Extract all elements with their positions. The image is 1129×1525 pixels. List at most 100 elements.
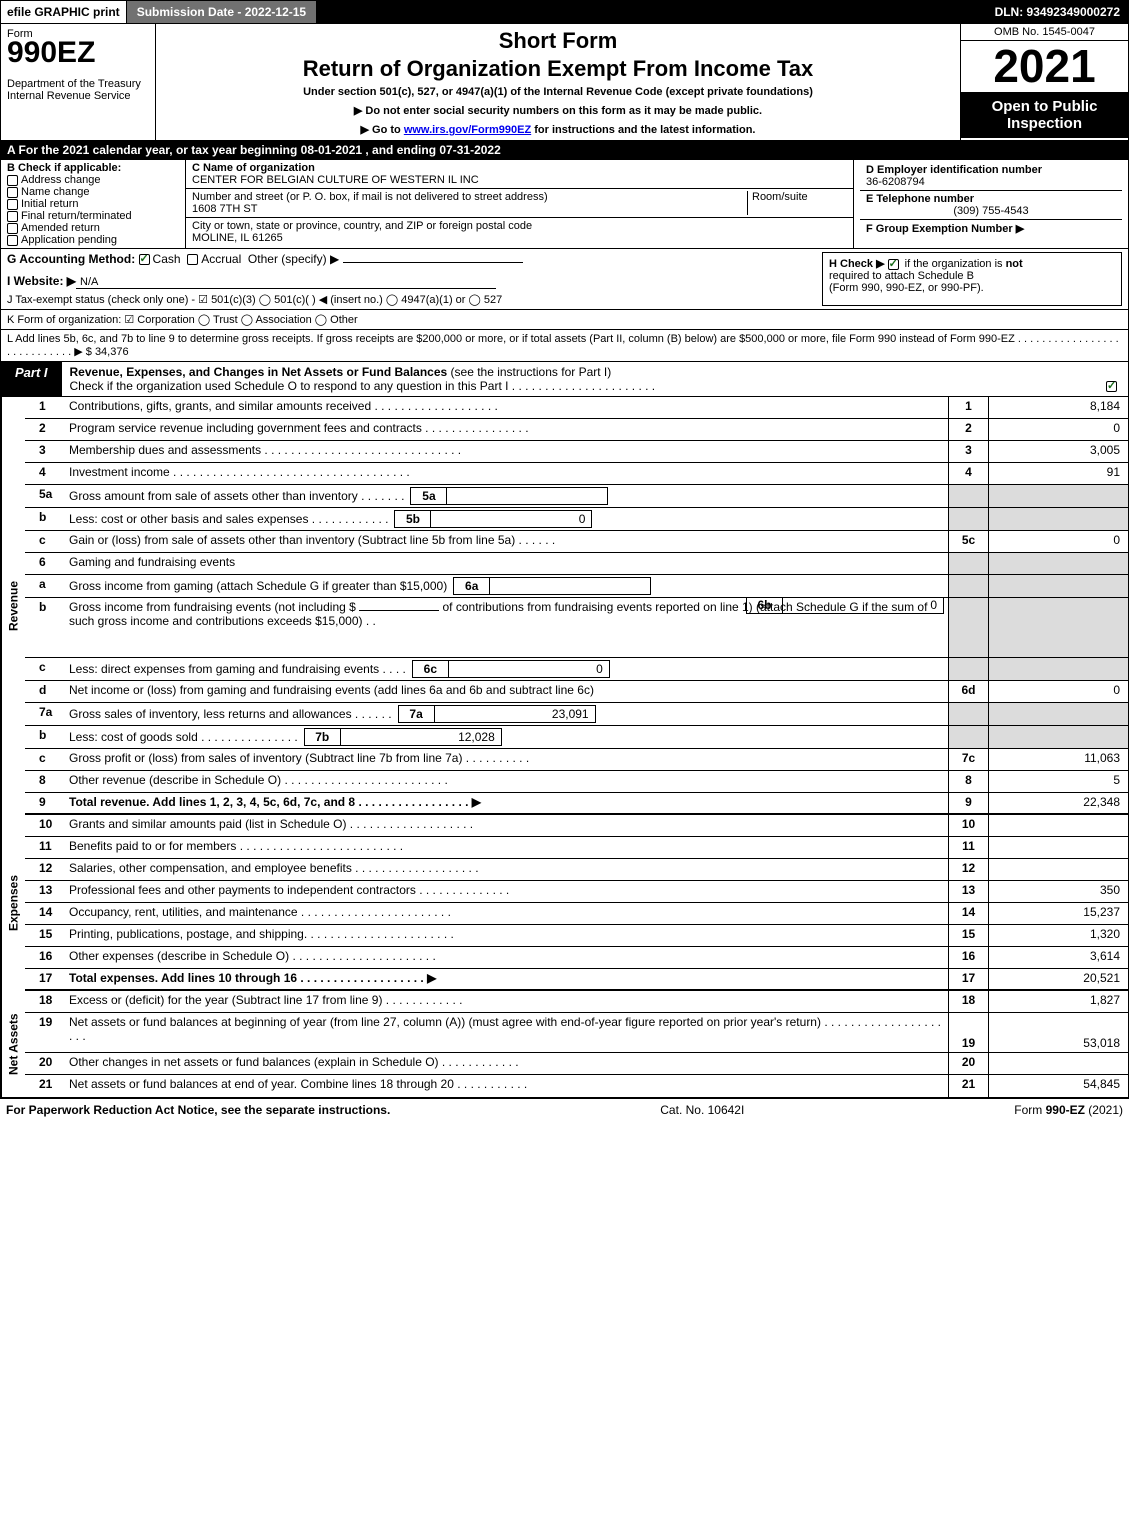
goto-link[interactable]: www.irs.gov/Form990EZ bbox=[404, 124, 531, 136]
l-value: 34,376 bbox=[95, 346, 129, 358]
section-c: C Name of organization CENTER FOR BELGIA… bbox=[186, 160, 853, 248]
ln-21-desc: Net assets or fund balances at end of ye… bbox=[65, 1075, 948, 1097]
check-schedule-o[interactable] bbox=[1106, 381, 1117, 392]
ln-3-desc: Membership dues and assessments . . . . … bbox=[65, 441, 948, 462]
ib-6a-num: 6a bbox=[454, 578, 490, 594]
ib-5b-num: 5b bbox=[395, 511, 431, 527]
submission-date: Submission Date - 2022-12-15 bbox=[127, 1, 317, 23]
check-accrual[interactable] bbox=[187, 254, 198, 265]
ln-7b-rn bbox=[948, 726, 988, 748]
ib-7a-num: 7a bbox=[399, 706, 435, 722]
ln-5c-rv: 0 bbox=[988, 531, 1128, 552]
ln-7a-num: 7a bbox=[25, 703, 65, 725]
ln-6b-rn bbox=[948, 598, 988, 657]
h-label: H Check ▶ bbox=[829, 258, 885, 270]
opt-name-change: Name change bbox=[21, 186, 90, 198]
ln-6b-desc: Gross income from fundraising events (no… bbox=[65, 598, 948, 657]
ln-3-rn: 3 bbox=[948, 441, 988, 462]
ln-14-rv: 15,237 bbox=[988, 903, 1128, 924]
ln-17-rv: 20,521 bbox=[988, 969, 1128, 989]
ln-15-desc: Printing, publications, postage, and shi… bbox=[65, 925, 948, 946]
ln-6b-blank[interactable] bbox=[359, 610, 439, 611]
h-not: not bbox=[1006, 258, 1023, 270]
ln-10-rv bbox=[988, 815, 1128, 836]
line-5a: 5aGross amount from sale of assets other… bbox=[25, 485, 1128, 508]
part1-title: Revenue, Expenses, and Changes in Net As… bbox=[62, 362, 1128, 396]
under-section: Under section 501(c), 527, or 4947(a)(1)… bbox=[303, 86, 813, 98]
ln-6b-rv bbox=[988, 598, 1128, 657]
ln-9-text: Total revenue. Add lines 1, 2, 3, 4, 5c,… bbox=[69, 795, 481, 809]
ln-7a-text: Gross sales of inventory, less returns a… bbox=[69, 707, 392, 721]
line-1: 1Contributions, gifts, grants, and simil… bbox=[25, 397, 1128, 419]
line-17: 17Total expenses. Add lines 10 through 1… bbox=[25, 969, 1128, 991]
other-specify-input[interactable] bbox=[343, 262, 523, 263]
h-text3: (Form 990, 990-EZ, or 990-PF). bbox=[829, 282, 984, 294]
check-address-change[interactable] bbox=[7, 175, 18, 186]
line-9: 9Total revenue. Add lines 1, 2, 3, 4, 5c… bbox=[25, 793, 1128, 815]
page-footer: For Paperwork Reduction Act Notice, see … bbox=[0, 1099, 1129, 1121]
ln-7b-desc: Less: cost of goods sold . . . . . . . .… bbox=[65, 726, 948, 748]
ln-11-desc: Benefits paid to or for members . . . . … bbox=[65, 837, 948, 858]
city-value: MOLINE, IL 61265 bbox=[192, 232, 283, 244]
check-final-return[interactable] bbox=[7, 211, 18, 222]
line-20: 20Other changes in net assets or fund ba… bbox=[25, 1053, 1128, 1075]
ln-21-num: 21 bbox=[25, 1075, 65, 1097]
ln-16-desc: Other expenses (describe in Schedule O) … bbox=[65, 947, 948, 968]
ib-7b-num: 7b bbox=[305, 729, 341, 745]
line-7a: 7a Gross sales of inventory, less returns… bbox=[25, 703, 1128, 726]
check-application-pending[interactable] bbox=[7, 235, 18, 246]
ln-20-desc: Other changes in net assets or fund bala… bbox=[65, 1053, 948, 1074]
ln-5b-rn bbox=[948, 508, 988, 530]
ln-20-rv bbox=[988, 1053, 1128, 1074]
ln-12-num: 12 bbox=[25, 859, 65, 880]
dept-treasury: Department of the Treasury bbox=[7, 78, 149, 90]
ln-7c-num: c bbox=[25, 749, 65, 770]
ln-5c-rn: 5c bbox=[948, 531, 988, 552]
check-cash[interactable] bbox=[139, 254, 150, 265]
line-13: 13Professional fees and other payments t… bbox=[25, 881, 1128, 903]
section-k: K Form of organization: ☑ Corporation ◯ … bbox=[0, 310, 1129, 330]
ln-6-rn bbox=[948, 553, 988, 574]
ln-6a-text: Gross income from gaming (attach Schedul… bbox=[69, 579, 447, 593]
ln-6a-rn bbox=[948, 575, 988, 597]
section-def: D Employer identification number 36-6208… bbox=[853, 160, 1128, 248]
goto-pre: ▶ Go to bbox=[361, 124, 404, 136]
footer-mid: Cat. No. 10642I bbox=[390, 1103, 1014, 1117]
form-code: 990EZ bbox=[7, 38, 149, 68]
city-label: City or town, state or province, country… bbox=[192, 220, 532, 232]
ln-6c-desc: Less: direct expenses from gaming and fu… bbox=[65, 658, 948, 680]
check-initial-return[interactable] bbox=[7, 199, 18, 210]
ln-1-desc: Contributions, gifts, grants, and simila… bbox=[65, 397, 948, 418]
i-label: I Website: ▶ bbox=[7, 274, 76, 288]
section-l: L Add lines 5b, 6c, and 7b to line 9 to … bbox=[0, 330, 1129, 362]
line-6b: bGross income from fundraising events (n… bbox=[25, 598, 1128, 658]
c-label: C Name of organization bbox=[192, 162, 315, 174]
efile-print[interactable]: efile GRAPHIC print bbox=[1, 1, 127, 23]
ln-16-rn: 16 bbox=[948, 947, 988, 968]
opt-initial-return: Initial return bbox=[21, 198, 78, 210]
ln-13-rn: 13 bbox=[948, 881, 988, 902]
ln-13-num: 13 bbox=[25, 881, 65, 902]
ln-6c-rv bbox=[988, 658, 1128, 680]
goto-line: ▶ Go to www.irs.gov/Form990EZ for instru… bbox=[361, 123, 756, 136]
check-h[interactable] bbox=[888, 259, 899, 270]
line-5b: bLess: cost or other basis and sales exp… bbox=[25, 508, 1128, 531]
ln-8-num: 8 bbox=[25, 771, 65, 792]
ln-16-num: 16 bbox=[25, 947, 65, 968]
ln-12-rv bbox=[988, 859, 1128, 880]
b-label: B Check if applicable: bbox=[7, 162, 121, 174]
line-6c: cLess: direct expenses from gaming and f… bbox=[25, 658, 1128, 681]
ln-10-desc: Grants and similar amounts paid (list in… bbox=[65, 815, 948, 836]
open-to-public: Open to Public Inspection bbox=[961, 92, 1128, 138]
ln-13-desc: Professional fees and other payments to … bbox=[65, 881, 948, 902]
ln-17-num: 17 bbox=[25, 969, 65, 989]
line-19: 19Net assets or fund balances at beginni… bbox=[25, 1013, 1128, 1053]
check-amended-return[interactable] bbox=[7, 223, 18, 234]
ln-14-rn: 14 bbox=[948, 903, 988, 924]
ln-6b-text1: Gross income from fundraising events (no… bbox=[69, 600, 356, 614]
ln-6c-rn bbox=[948, 658, 988, 680]
ln-5a-rn bbox=[948, 485, 988, 507]
street-label: Number and street (or P. O. box, if mail… bbox=[192, 191, 548, 203]
line-8: 8Other revenue (describe in Schedule O) … bbox=[25, 771, 1128, 793]
check-name-change[interactable] bbox=[7, 187, 18, 198]
